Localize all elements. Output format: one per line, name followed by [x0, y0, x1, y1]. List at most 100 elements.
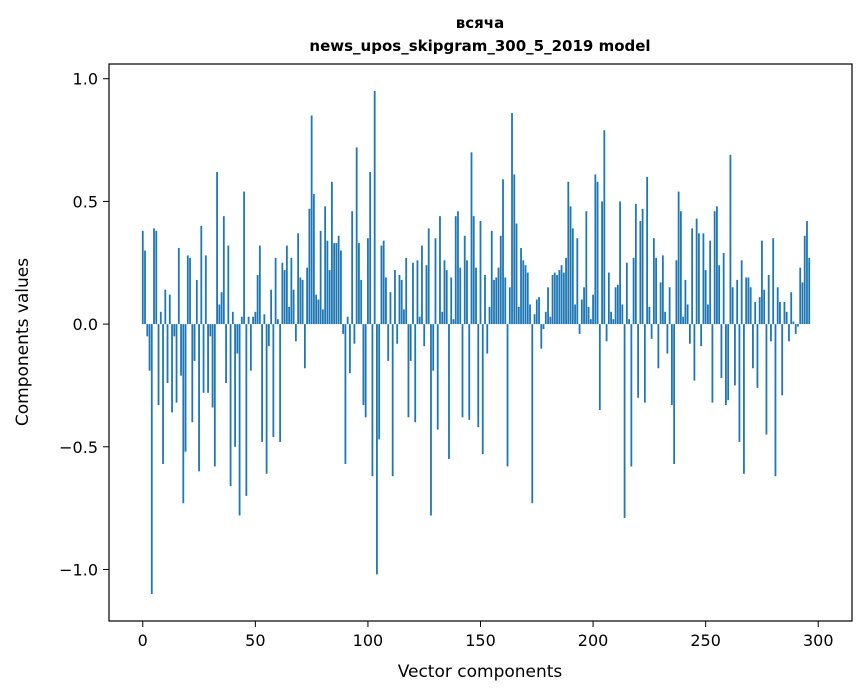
bar	[274, 257, 277, 325]
bar	[279, 324, 282, 442]
bar	[299, 277, 302, 325]
bar	[756, 324, 759, 388]
x-tick-label: 50	[245, 631, 265, 650]
bar	[549, 316, 552, 325]
bar	[211, 324, 214, 408]
bar	[193, 324, 196, 361]
y-tick-label: 0.5	[73, 192, 98, 211]
bar	[551, 275, 554, 325]
bar	[495, 277, 498, 325]
bar	[598, 324, 601, 410]
bar	[398, 275, 401, 325]
bar	[770, 324, 772, 342]
bar	[454, 216, 457, 325]
bar	[668, 287, 671, 325]
bar	[790, 292, 793, 325]
bar	[382, 240, 385, 325]
bar	[623, 324, 626, 518]
bar	[272, 324, 275, 437]
bar	[515, 223, 518, 325]
bar	[448, 324, 450, 460]
bar	[418, 316, 421, 325]
y-tick-label: 1.0	[73, 70, 98, 89]
bar	[380, 245, 383, 325]
x-tick-label: 150	[465, 631, 496, 650]
bar	[621, 304, 624, 325]
bar	[490, 230, 493, 325]
bar	[222, 216, 225, 325]
bar	[643, 324, 646, 403]
bar	[752, 324, 754, 369]
bar	[331, 181, 333, 325]
bar	[285, 245, 288, 325]
bar	[301, 279, 304, 325]
bar	[763, 289, 766, 325]
bar	[659, 282, 662, 325]
bar	[364, 324, 367, 418]
bar	[265, 324, 268, 474]
bar	[216, 171, 218, 325]
bar	[493, 279, 495, 325]
bar	[326, 240, 329, 325]
bar	[162, 324, 164, 464]
bar	[281, 262, 284, 325]
bar	[637, 324, 640, 398]
bar	[198, 324, 200, 472]
bar	[650, 324, 653, 339]
bar	[657, 324, 660, 369]
bar	[806, 221, 808, 325]
bar	[148, 324, 151, 371]
bar	[470, 152, 473, 325]
bar	[234, 324, 236, 447]
bar	[596, 181, 599, 325]
bar	[524, 265, 527, 325]
bar	[385, 277, 387, 325]
bar	[394, 270, 396, 325]
bar	[740, 260, 743, 325]
bar	[655, 257, 658, 325]
bar	[270, 289, 273, 325]
bar	[328, 270, 331, 325]
bar	[574, 304, 576, 325]
bar	[436, 324, 439, 430]
bar	[292, 289, 295, 325]
y-tick-label: 0.0	[73, 315, 98, 334]
bar	[799, 267, 802, 325]
bar	[666, 324, 669, 354]
bar	[209, 324, 212, 337]
bar	[333, 243, 336, 325]
bar	[691, 228, 694, 325]
bar	[761, 240, 763, 325]
bar	[508, 287, 511, 325]
bar	[585, 211, 588, 325]
bar	[709, 240, 712, 325]
bar	[772, 238, 775, 325]
bar	[396, 324, 399, 344]
bar	[711, 324, 714, 403]
bar	[614, 287, 617, 325]
bar	[544, 311, 547, 325]
bar	[355, 147, 358, 325]
bar	[562, 272, 565, 325]
bar	[734, 324, 736, 386]
y-axis-label: Components values	[13, 258, 33, 426]
bar	[258, 245, 261, 325]
bar	[720, 324, 723, 379]
bar	[472, 216, 475, 325]
bar	[639, 221, 642, 325]
bar	[767, 275, 770, 325]
bar	[153, 228, 155, 325]
bar	[414, 324, 417, 423]
bar	[247, 316, 250, 325]
bar	[387, 324, 390, 361]
bar	[803, 235, 806, 325]
bar	[373, 90, 376, 325]
bar	[324, 206, 327, 325]
bar	[499, 235, 502, 325]
bar	[421, 245, 423, 325]
bar	[677, 191, 680, 325]
bar	[558, 270, 561, 325]
x-tick-label: 0	[138, 631, 148, 650]
